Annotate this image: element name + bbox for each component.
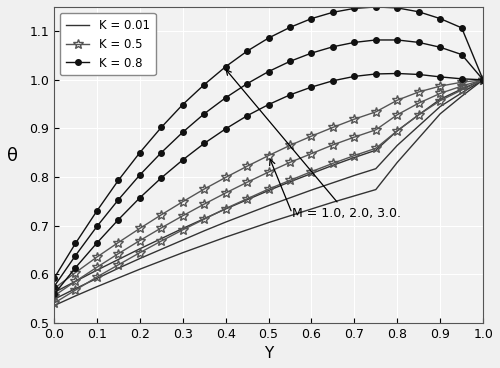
Y-axis label: θ: θ	[7, 147, 18, 165]
X-axis label: Y: Y	[264, 346, 273, 361]
Legend: K = 0.01, K = 0.5, K = 0.8: K = 0.01, K = 0.5, K = 0.8	[60, 13, 156, 75]
Text: M = 1.0, 2.0, 3.0.: M = 1.0, 2.0, 3.0.	[226, 70, 401, 220]
